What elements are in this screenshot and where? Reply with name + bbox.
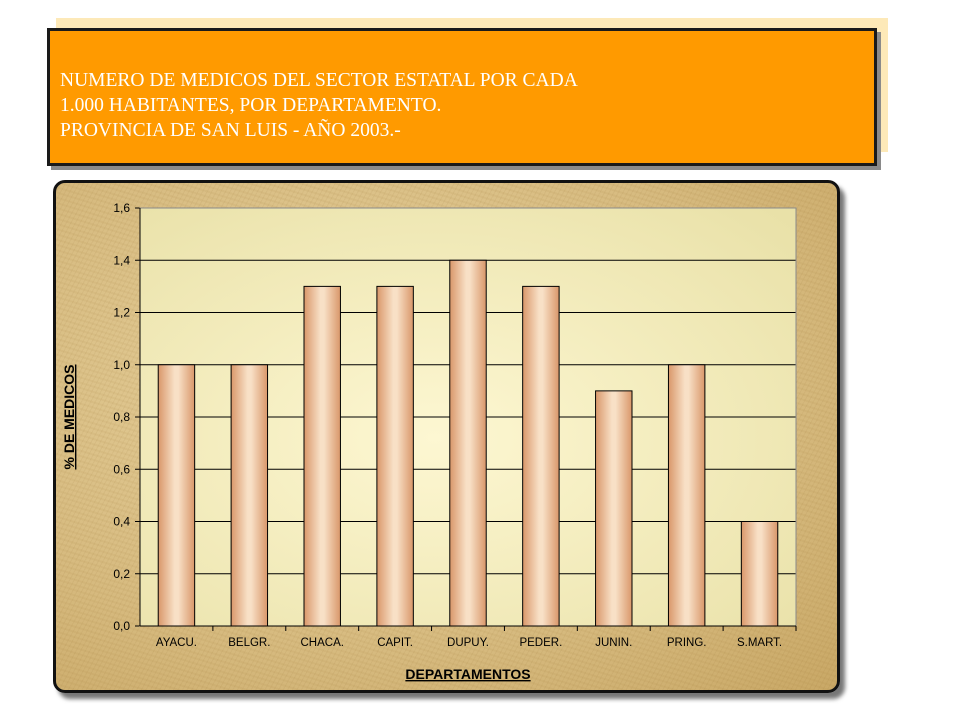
x-tick-label: CAPIT.: [377, 637, 413, 649]
y-tick-label: 1,4: [113, 253, 130, 267]
bar-chart: 0,0 0,2 0,4 0,6 0,8 1,0 1,2 1,4 1,6 AYACU. BELGR.…: [61, 201, 797, 682]
y-tick-label: 0,4: [113, 515, 130, 529]
x-tick-label: S.MART.: [737, 637, 782, 649]
bar-dupuy: [449, 259, 487, 627]
x-tick-label: BELGR.: [228, 637, 270, 649]
title-line-1: NUMERO DE MEDICOS DEL SECTOR ESTATAL POR…: [60, 70, 578, 91]
bar-pring: [667, 364, 706, 627]
x-tick-label: PRING.: [667, 637, 707, 649]
x-tick-label: PEDER.: [519, 637, 562, 649]
bars: [157, 259, 779, 627]
y-axis-title: % DE MEDICOS: [61, 364, 77, 469]
bar-smart: [740, 521, 779, 627]
bar-belgr: [230, 364, 269, 627]
bar-chaca: [303, 285, 341, 627]
y-tick-label: 0,8: [113, 410, 130, 424]
x-tick-label: AYACU.: [156, 637, 197, 649]
y-tick-label: 0,0: [113, 619, 130, 633]
y-tick-label: 1,2: [113, 306, 130, 320]
x-tick-label: CHACA.: [300, 637, 343, 649]
bar-peder: [522, 285, 560, 627]
bar-junin: [595, 390, 633, 627]
title-text: NUMERO DE MEDICOS DEL SECTOR ESTATAL POR…: [60, 68, 578, 143]
y-tick-label: 0,6: [113, 462, 130, 476]
bar-ayacu: [157, 364, 196, 627]
axes: [135, 207, 797, 631]
bar-capit: [376, 285, 414, 627]
title-line-3: PROVINCIA DE SAN LUIS - AÑO 2003.-: [60, 120, 401, 141]
y-tick-label: 0,2: [113, 567, 130, 581]
x-tick-labels: AYACU. BELGR. CHACA. CAPIT. DUPUY. PEDER. JUNI…: [156, 637, 782, 649]
x-tick-label: JUNIN.: [595, 637, 632, 649]
title-line-2: 1.000 HABITANTES, POR DEPARTAMENTO.: [60, 95, 442, 116]
y-tick-label: 1,6: [113, 201, 130, 215]
chart-frame: 0,0 0,2 0,4 0,6 0,8 1,0 1,2 1,4 1,6 AYACU. BELGR.…: [53, 180, 840, 693]
title-banner: NUMERO DE MEDICOS DEL SECTOR ESTATAL POR…: [47, 28, 877, 166]
y-tick-labels: 0,0 0,2 0,4 0,6 0,8 1,0 1,2 1,4 1,6: [113, 201, 130, 633]
x-tick-label: DUPUY.: [447, 637, 489, 649]
x-axis-title: DEPARTAMENTOS: [405, 666, 530, 682]
y-tick-label: 1,0: [113, 358, 130, 372]
